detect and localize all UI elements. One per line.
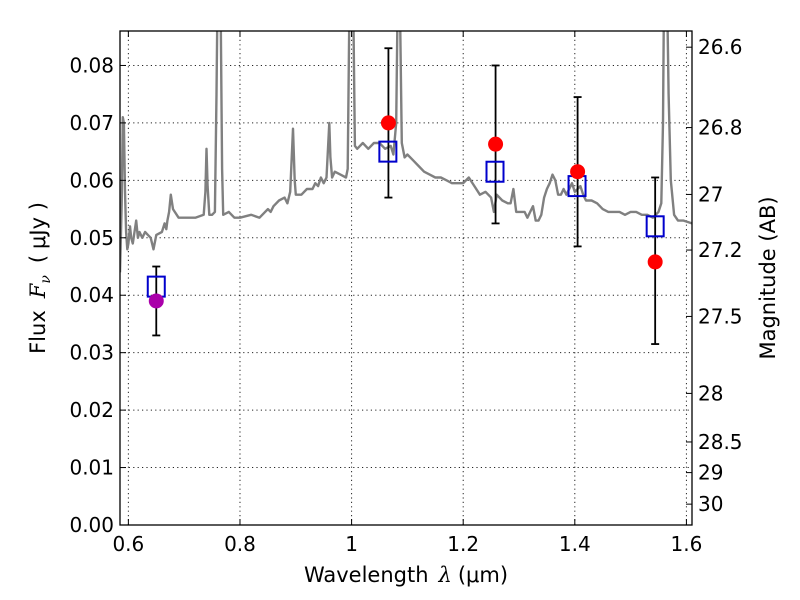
x-axis-title-unit: (μm)	[458, 563, 508, 587]
magnitude-tick-label: 26.8	[698, 116, 743, 140]
y-tick-label: 0.05	[69, 226, 114, 250]
magnitude-tick-label: 30	[698, 492, 723, 516]
y-tick-label: 0.01	[69, 456, 114, 480]
y-tick-label: 0.03	[69, 341, 114, 365]
y-tick-label: 0.06	[69, 168, 114, 192]
x-axis-title: Wavelength λ (μm)	[304, 563, 508, 587]
axes: 0.6 0.8 1 1.2 1.4 1.6 0.00 0.01 0.02 0.03 0.04 0.05…	[69, 31, 743, 556]
x-tick-label: 1	[345, 532, 358, 556]
model-photometry-point	[378, 140, 398, 163]
magnitude-tick-label: 26.6	[698, 35, 743, 59]
x-tick-label: 1.4	[559, 532, 591, 556]
x-tick-label: 1.6	[671, 532, 703, 556]
x-tick-label: 1.2	[447, 532, 479, 556]
plot-area	[120, 31, 692, 345]
y-tick-label: 0.07	[69, 111, 114, 135]
grid-lines	[120, 31, 692, 526]
y-tick-label: 0.08	[69, 53, 114, 77]
model-photometry-point	[645, 215, 665, 238]
observed-photometry-point	[647, 254, 663, 270]
magnitude-tick-label: 28.5	[698, 430, 743, 454]
y-axis-title: Flux Fν ( μJy )	[26, 202, 54, 354]
magnitude-axis-title: Magnitude (AB)	[756, 196, 780, 359]
x-tick-label: 0.8	[224, 532, 256, 556]
plot-frame	[119, 30, 693, 526]
y-axis-title-unit: μJy )	[26, 202, 50, 249]
spectrum-line	[120, 31, 692, 273]
y-tick-label: 0.02	[69, 398, 114, 422]
y-tick-label: 0.04	[69, 283, 114, 307]
magnitude-tick-label: 28	[698, 381, 723, 405]
optical-photometry-point	[148, 293, 164, 309]
magnitude-tick-label: 27.5	[698, 304, 743, 328]
observed-photometry-point	[380, 115, 396, 131]
model-photometry-point	[485, 160, 505, 183]
x-tick-label: 0.6	[112, 532, 144, 556]
x-axis-title-math: λ	[438, 563, 452, 587]
y-axis-title-text: Flux	[26, 310, 50, 354]
observed-photometry-point	[570, 164, 586, 180]
magnitude-tick-label: 29	[698, 461, 723, 485]
y-tick-label: 0.00	[69, 513, 114, 537]
y-axis-title-math: F	[26, 282, 50, 299]
observed-photometry-point	[488, 136, 504, 152]
magnitude-tick-label: 27	[698, 182, 723, 206]
x-axis-title-text: Wavelength	[304, 563, 429, 587]
y-axis-title-open: (	[26, 255, 50, 263]
y-axis-title-math-sub: ν	[38, 275, 54, 284]
magnitude-tick-label: 27.2	[698, 238, 743, 262]
